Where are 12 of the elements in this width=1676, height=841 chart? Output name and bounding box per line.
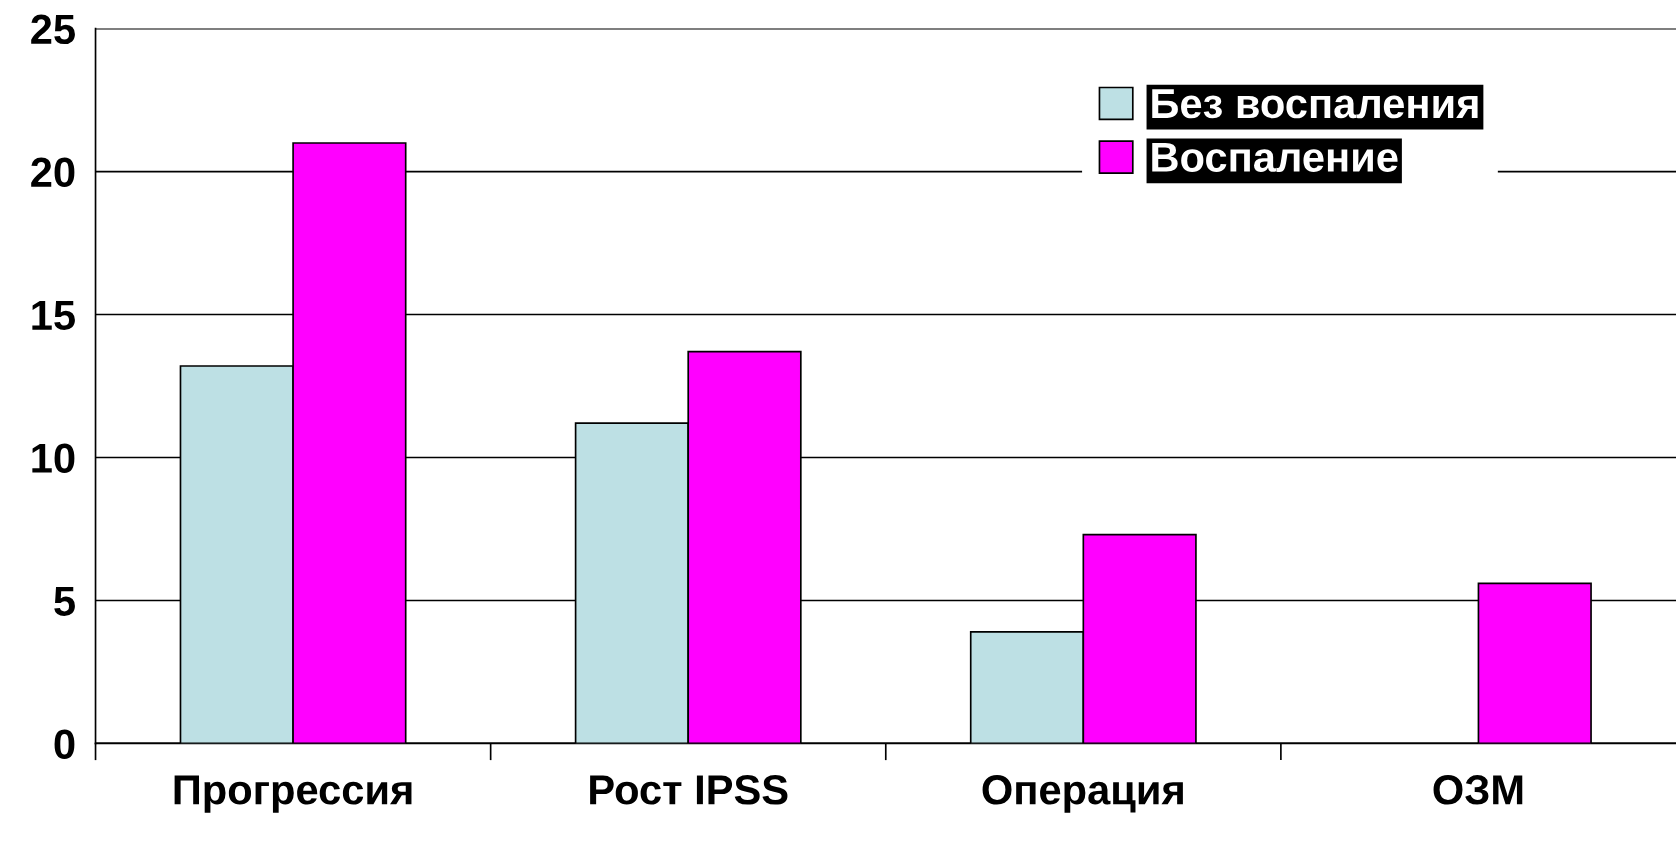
y-tick-label: 10 bbox=[32, 443, 75, 474]
x-tick-label: Операция bbox=[982, 775, 1183, 813]
legend-label: Воспаление bbox=[1152, 142, 1398, 173]
y-tick-label: 20 bbox=[31, 157, 75, 188]
y-tick-label: 25 bbox=[31, 14, 75, 45]
y-tick-label: 15 bbox=[32, 300, 75, 331]
x-tick-label: Рост IPSS bbox=[590, 775, 788, 805]
x-tick-label: ОЗМ bbox=[1433, 775, 1523, 805]
x-tick-label: Прогрессия bbox=[174, 775, 412, 813]
y-tick-label: 0 bbox=[54, 729, 75, 759]
y-tick-label: 5 bbox=[54, 586, 75, 616]
legend-label: Без воспаления bbox=[1152, 89, 1478, 119]
